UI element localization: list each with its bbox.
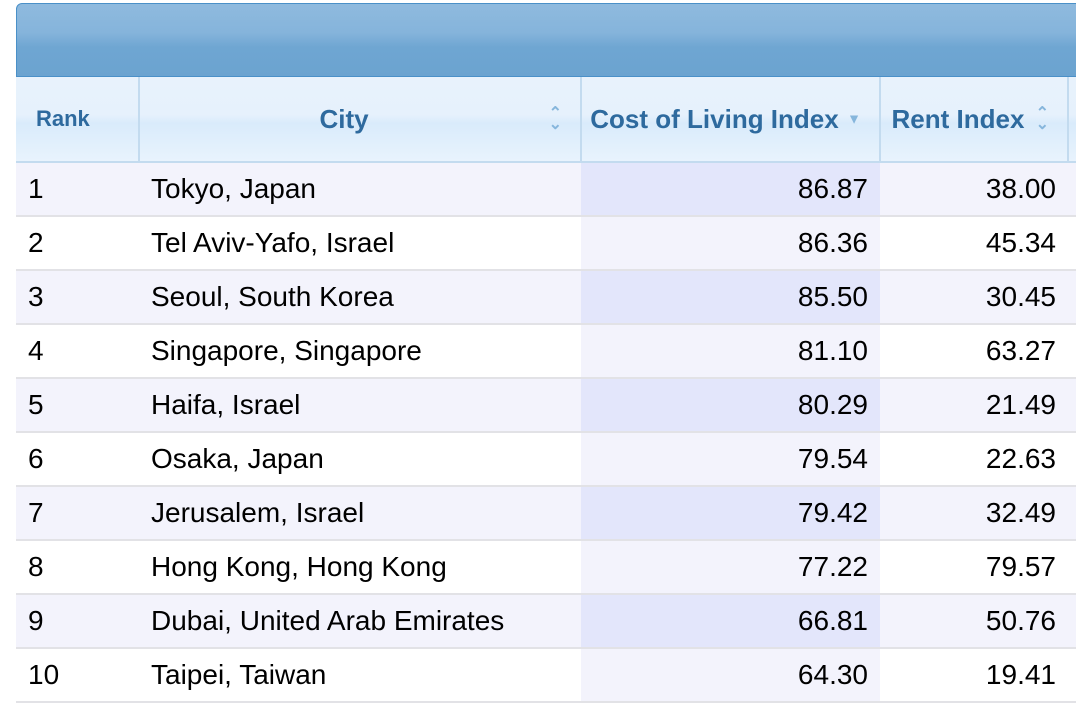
rent-index-cell: 19.41: [880, 648, 1068, 703]
rank-cell: 3: [16, 270, 139, 325]
next-column-cell: [1068, 324, 1076, 379]
cost-of-living-cell: 85.50: [581, 270, 880, 325]
table-row: 5 Haifa, Israel 80.29 21.49: [16, 378, 1076, 433]
city-cell: Tokyo, Japan: [139, 162, 581, 217]
rent-index-cell: 45.34: [880, 216, 1068, 271]
sort-descending-icon: ▼: [847, 110, 861, 127]
cost-of-living-cell: 80.29: [581, 378, 880, 433]
next-column-cell: [1068, 594, 1076, 649]
cost-of-living-cell: 64.30: [581, 648, 880, 703]
rank-cell: 9: [16, 594, 139, 649]
table-row: 8 Hong Kong, Hong Kong 77.22 79.57: [16, 540, 1076, 595]
next-column-cell: [1068, 540, 1076, 595]
rank-cell: 6: [16, 432, 139, 487]
city-cell: Jerusalem, Israel: [139, 486, 581, 541]
cost-of-living-cell: 81.10: [581, 324, 880, 379]
cost-of-living-cell: 86.36: [581, 216, 880, 271]
table-row: 1 Tokyo, Japan 86.87 38.00: [16, 162, 1076, 217]
column-header-rank[interactable]: Rank: [16, 77, 140, 163]
sort-both-icon: ⌃ ⌄: [548, 105, 562, 133]
city-cell: Hong Kong, Hong Kong: [139, 540, 581, 595]
table-row: 2 Tel Aviv-Yafo, Israel 86.36 45.34: [16, 216, 1076, 271]
rent-index-cell: 22.63: [880, 432, 1068, 487]
rank-header-label: Rank: [36, 106, 90, 131]
rent-index-cell: 79.57: [880, 540, 1068, 595]
rank-cell: 1: [16, 162, 139, 217]
cost-of-living-cell: 66.81: [581, 594, 880, 649]
rent-index-cell: 50.76: [880, 594, 1068, 649]
table-row: 4 Singapore, Singapore 81.10 63.27: [16, 324, 1076, 379]
rank-cell: 4: [16, 324, 139, 379]
column-header-city[interactable]: City ⌃ ⌄: [139, 77, 582, 163]
table-row: 3 Seoul, South Korea 85.50 30.45: [16, 270, 1076, 325]
next-column-cell: [1068, 378, 1076, 433]
next-column-cell: [1068, 486, 1076, 541]
rent-header-label: Rent Index: [891, 104, 1025, 134]
next-column-cell: [1068, 162, 1076, 217]
sort-both-icon: ⌃ ⌄: [1035, 105, 1049, 133]
rent-index-cell: 30.45: [880, 270, 1068, 325]
rank-cell: 2: [16, 216, 139, 271]
table-row: 9 Dubai, United Arab Emirates 66.81 50.7…: [16, 594, 1076, 649]
city-cell: Singapore, Singapore: [139, 324, 581, 379]
cost-of-living-cell: 86.87: [581, 162, 880, 217]
cost-of-living-cell: 79.54: [581, 432, 880, 487]
rank-cell: 10: [16, 648, 139, 703]
cost-header-label: Cost of Living Index: [590, 104, 839, 134]
rank-cell: 5: [16, 378, 139, 433]
city-cell: Dubai, United Arab Emirates: [139, 594, 581, 649]
city-cell: Seoul, South Korea: [139, 270, 581, 325]
rent-index-cell: 32.49: [880, 486, 1068, 541]
next-column-cell: [1068, 432, 1076, 487]
rank-cell: 7: [16, 486, 139, 541]
cost-of-living-table: Rank City ⌃ ⌄ Cost of Living Index ▼ Rent I…: [16, 77, 1076, 703]
cost-of-living-cell: 79.42: [581, 486, 880, 541]
column-header-rent[interactable]: Rent Index ⌃ ⌄: [880, 77, 1069, 163]
rank-cell: 8: [16, 540, 139, 595]
column-header-cost-of-living[interactable]: Cost of Living Index ▼: [581, 77, 881, 163]
city-header-label: City: [319, 104, 369, 134]
table-banner: [16, 3, 1076, 78]
cost-of-living-cell: 77.22: [581, 540, 880, 595]
rent-index-cell: 38.00: [880, 162, 1068, 217]
rent-index-cell: 21.49: [880, 378, 1068, 433]
table-row: 7 Jerusalem, Israel 79.42 32.49: [16, 486, 1076, 541]
next-column-cell: [1068, 648, 1076, 703]
table-row: 10 Taipei, Taiwan 64.30 19.41: [16, 648, 1076, 703]
rent-index-cell: 63.27: [880, 324, 1068, 379]
city-cell: Osaka, Japan: [139, 432, 581, 487]
next-column-cell: [1068, 270, 1076, 325]
table-row: 6 Osaka, Japan 79.54 22.63: [16, 432, 1076, 487]
next-column-cell: [1068, 216, 1076, 271]
city-cell: Haifa, Israel: [139, 378, 581, 433]
column-header-next[interactable]: [1068, 77, 1076, 163]
city-cell: Tel Aviv-Yafo, Israel: [139, 216, 581, 271]
city-cell: Taipei, Taiwan: [139, 648, 581, 703]
